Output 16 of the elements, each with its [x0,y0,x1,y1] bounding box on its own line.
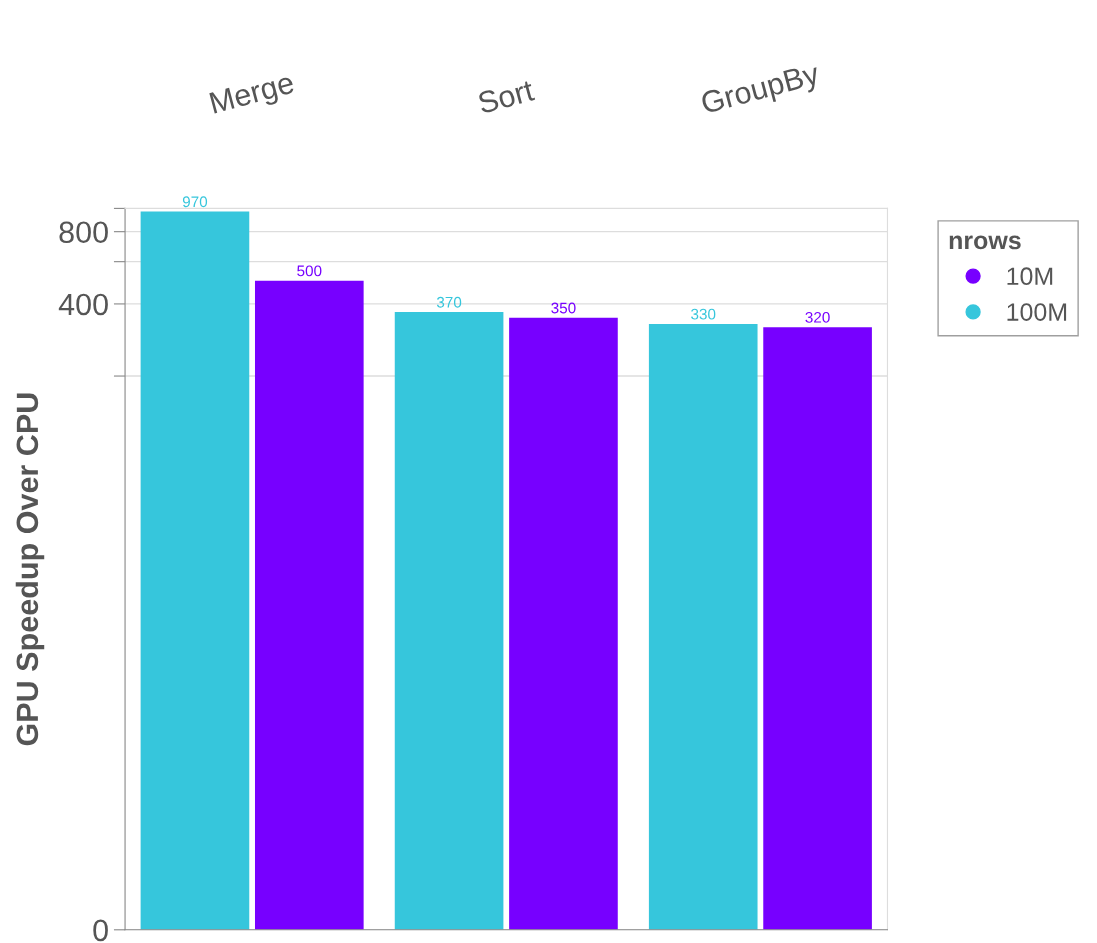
data-label: 370 [436,296,462,308]
data-label: 320 [805,311,830,323]
data-label: 330 [691,308,716,320]
legend-title: nrows [949,235,1021,250]
x-tick-label: Merge [209,71,297,120]
data-label: 970 [182,196,208,208]
y-tick-label: 800 [59,221,108,244]
data-label: 350 [551,302,576,314]
data-label: 500 [297,265,322,277]
legend-label: 10M [1007,267,1053,286]
y-tick-label: 0 [93,919,108,942]
y-axis-title: GPU Speedup Over CPU [15,393,45,746]
y-tick-label: 400 [58,293,108,316]
x-tick-label: Sort [477,79,536,115]
legend-label: 100M [1007,303,1067,321]
x-tick-label: GroupBy [700,62,823,120]
